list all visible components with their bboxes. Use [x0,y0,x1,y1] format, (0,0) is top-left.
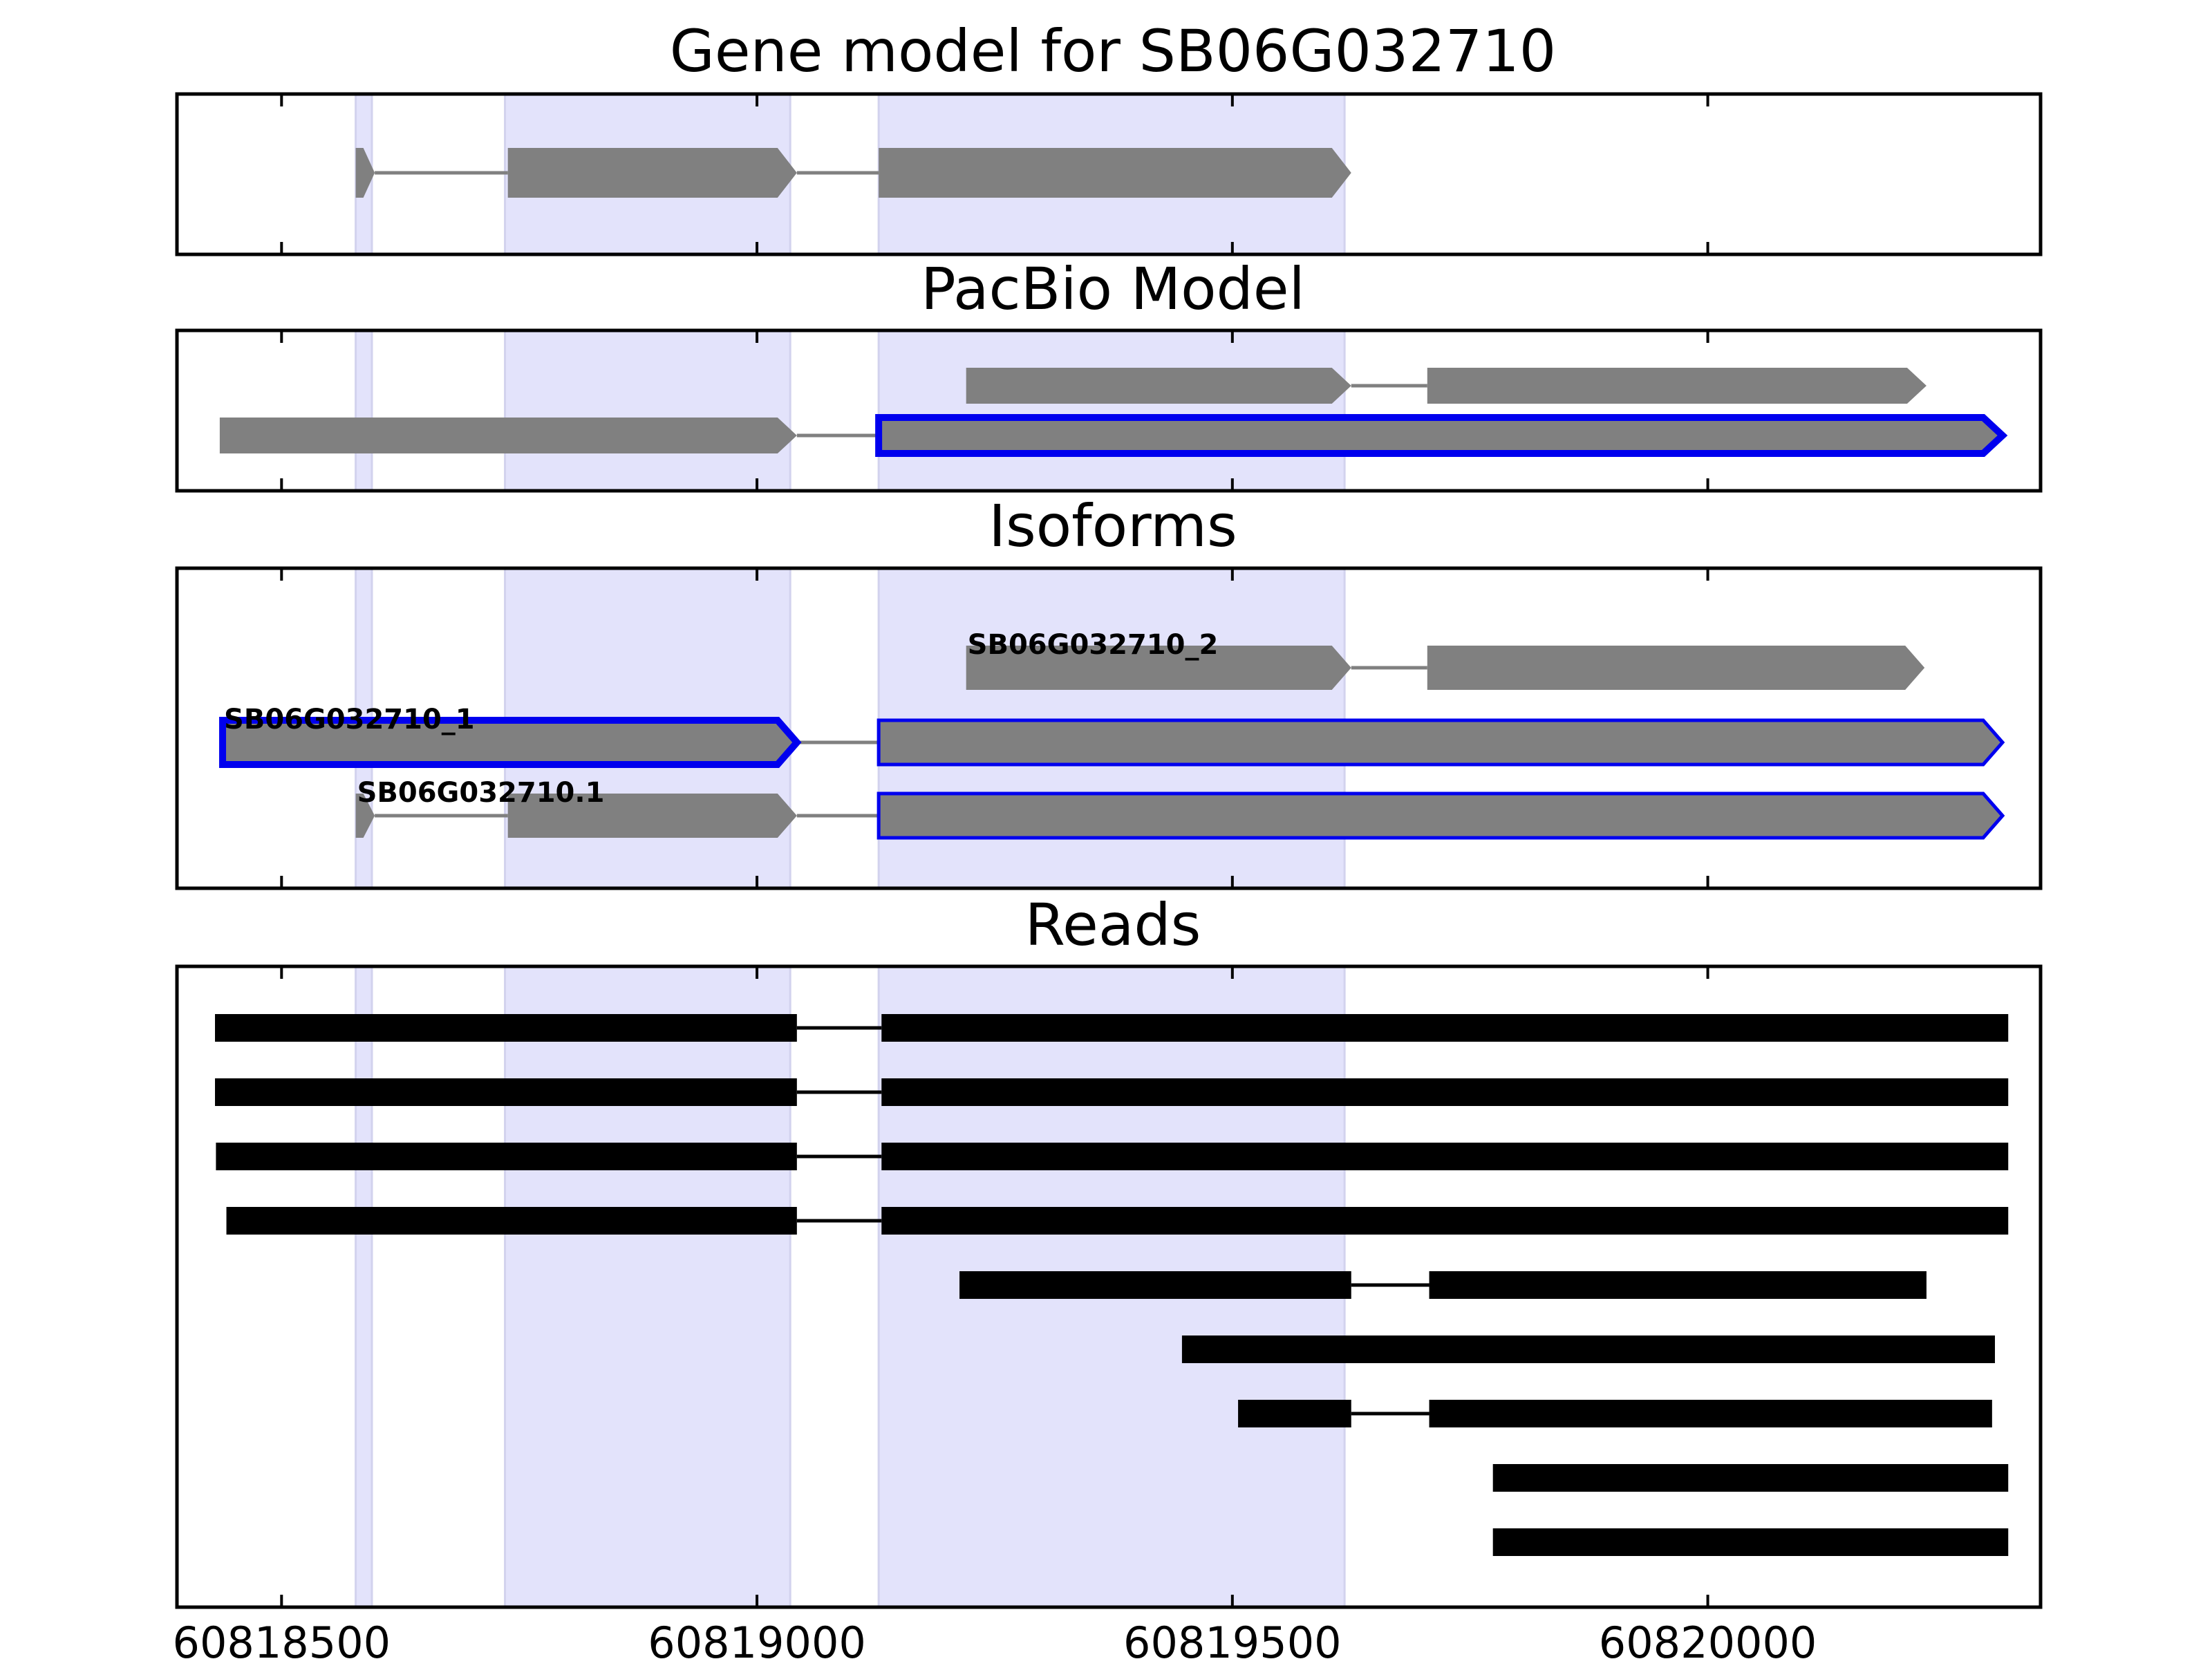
x-tick-label: 60819000 [648,1618,866,1659]
highlight-band [355,329,373,492]
read [1238,1400,1992,1427]
exon [879,148,1351,198]
transcript: SB06G032710_2 [966,629,1925,690]
read-block [226,1207,797,1235]
read [1492,1528,2009,1556]
read [1181,1335,1995,1363]
read-block [881,1014,2009,1042]
read-block [1238,1400,1351,1427]
panel-reads: Reads [175,891,2043,1609]
x-ticks [280,568,1709,888]
read-block [881,1078,2009,1106]
read-block [1429,1271,1927,1299]
transcript: SB06G032710_1 [219,704,2005,768]
x-tick-label: 60818500 [173,1618,391,1659]
x-ticks [280,330,1709,491]
highlight-band [877,329,1346,492]
panel-gene-model: Gene model for SB06G032710 [175,17,2043,256]
panel-title-gene-model: Gene model for SB06G032710 [670,17,1556,85]
exon [1427,646,1925,690]
exon [219,418,797,453]
isoform-label: SB06G032710_1 [224,704,475,735]
transcript-tracks [355,148,1351,198]
read [215,1014,2009,1042]
highlight-band [504,965,791,1609]
read-block [215,1014,797,1042]
read [959,1271,1927,1299]
isoform-label: SB06G032710.1 [357,777,605,809]
read [216,1143,2009,1170]
highlight-band [504,329,791,492]
x-axis-tick-labels: 60818500 60819000 60819500 60820000 [173,1618,1817,1659]
read-block [216,1143,797,1170]
panel-title-reads: Reads [1025,891,1201,959]
read-block [1492,1464,2009,1492]
read-block [1429,1400,1992,1427]
x-tick-label: 60820000 [1599,1618,1817,1659]
read-block [881,1143,2009,1170]
panel-frame [175,92,2043,256]
x-tick-label: 60819500 [1123,1618,1342,1659]
exon [355,148,375,198]
exon [966,368,1351,404]
exon [875,414,2008,457]
exon [877,718,2005,767]
transcript [219,414,2008,457]
read [226,1207,2009,1235]
exon [219,717,802,768]
read-block [1181,1335,1995,1363]
panel-title-pacbio-model: PacBio Model [921,255,1305,323]
exon [355,794,375,838]
read-block [959,1271,1351,1299]
transcript-tracks: SB06G032710_2 SB06G032710_1 SB06G032710.1 [219,629,2005,840]
isoform-label: SB06G032710_2 [968,629,1219,661]
panel-isoforms: Isoforms SB06G032710_2SB06G032710_1SB06G… [175,492,2043,890]
panel-frame [175,566,2043,890]
x-ticks [280,966,1709,1607]
exon [877,791,2005,840]
panel-pacbio-model: PacBio Model [175,255,2043,493]
read-block [881,1207,2009,1235]
highlight-band [355,965,373,1609]
panel-frame [175,328,2043,493]
read-block [1492,1528,2009,1556]
panel-frame [175,964,2043,1609]
exon [507,794,797,838]
exon [1427,368,1927,404]
x-ticks [280,94,1709,254]
panel-title-isoforms: Isoforms [988,492,1237,560]
read [1492,1464,2009,1492]
read [215,1078,2009,1106]
exon [507,148,797,198]
transcript: SB06G032710.1 [355,777,2005,840]
read-block [215,1078,797,1106]
transcript [355,148,1351,198]
exon [966,646,1351,690]
transcript-tracks [219,368,2008,457]
read-tracks [215,1014,2009,1556]
transcript [966,368,1927,404]
